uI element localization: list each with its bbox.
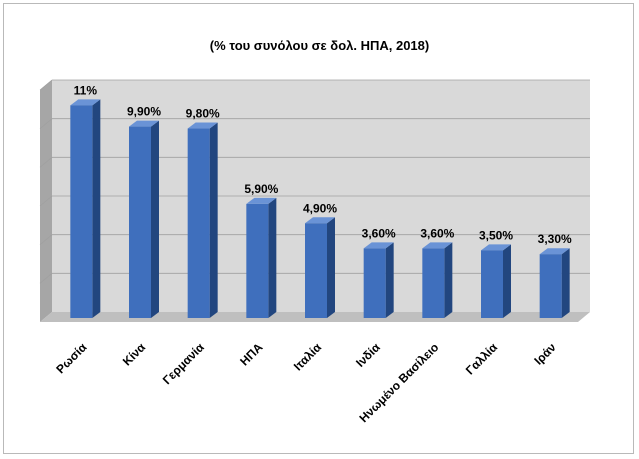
gridline-side [39, 118, 53, 129]
gridline-side [39, 273, 53, 284]
bar [481, 244, 511, 318]
bar-front [187, 128, 210, 318]
data-label: 4,90% [303, 201, 337, 215]
data-label: 3,50% [479, 228, 513, 242]
category-label: ΗΠΑ [237, 340, 266, 369]
bar-top [422, 242, 453, 249]
category-label: Κίνα [120, 340, 149, 369]
category-label: Ιράν [531, 340, 559, 368]
bar-front [246, 203, 269, 318]
gridline-side [39, 157, 53, 168]
bar-top [481, 244, 511, 251]
bar-side [268, 197, 277, 318]
bar-top [129, 120, 159, 127]
bar [70, 99, 101, 318]
bar-top [246, 197, 277, 204]
bar [539, 248, 570, 318]
bar-side [561, 248, 570, 318]
bar [129, 120, 159, 318]
bar-front [422, 248, 445, 318]
category-label: Ινδία [353, 340, 383, 370]
bar-top [305, 217, 335, 224]
bar-side [151, 120, 159, 318]
bar [305, 217, 335, 318]
category-label: Ρωσία [53, 340, 90, 377]
bar-side [209, 122, 218, 319]
category-label: Γαλλία [463, 340, 501, 378]
bar-side [444, 242, 453, 318]
bar-side [503, 244, 511, 318]
gridline-side [39, 195, 53, 207]
bar-front [481, 250, 503, 318]
chart-title: (% του συνόλου σε δολ. ΗΠΑ, 2018) [209, 38, 430, 53]
bar-side [385, 242, 394, 318]
data-label: 9,80% [186, 107, 220, 121]
data-label: 9,90% [127, 105, 161, 119]
bar-side [92, 99, 101, 318]
bar [422, 242, 453, 318]
gridline-side [39, 234, 53, 245]
data-label: 5,90% [244, 182, 278, 196]
chart-bars [70, 99, 570, 319]
bar [246, 197, 277, 318]
data-label: 3,30% [538, 232, 572, 246]
bar-front [70, 105, 93, 318]
bar-side [327, 217, 335, 318]
data-label: 11% [74, 83, 98, 97]
bar-front [129, 126, 151, 318]
bar-front [539, 254, 562, 318]
bar-top [539, 248, 570, 255]
bar-front [305, 223, 327, 318]
category-label: Ιταλία [291, 340, 325, 374]
bar-front [363, 248, 386, 318]
bar [187, 122, 218, 319]
bar-top [187, 122, 218, 129]
bar-top [363, 242, 394, 249]
bar-top [70, 99, 101, 106]
data-label: 3,60% [420, 226, 454, 240]
data-label: 3,60% [362, 226, 396, 240]
category-label: Γερμανία [160, 340, 207, 387]
gridline-side [39, 79, 53, 91]
bar [363, 242, 394, 318]
chart-data-labels: 11% 9,90% 9,80% 5,90% 4,90% 3,60% 3,60% 3,50% 3,… [74, 83, 572, 246]
